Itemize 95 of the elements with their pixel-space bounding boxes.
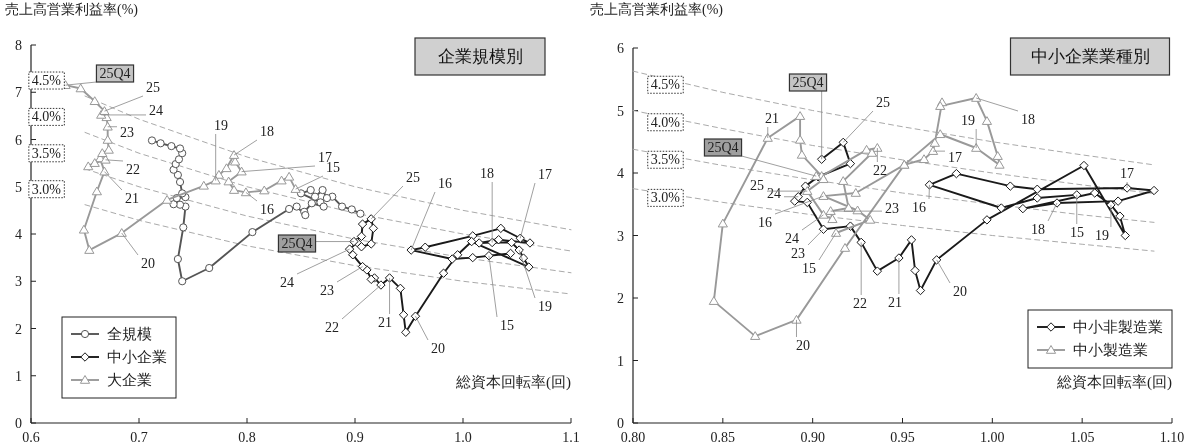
- legend-label: 中小企業: [107, 349, 167, 365]
- annotation: 15: [802, 261, 816, 276]
- annotation: 22: [873, 163, 887, 178]
- annotation: 25Q4: [707, 140, 739, 155]
- y-tick-label: 5: [15, 179, 22, 195]
- annotation: 20: [431, 341, 445, 356]
- annotation: 4.5%: [650, 77, 681, 93]
- x-tick-label: 1.10: [1159, 430, 1185, 445]
- legend-label: 全規模: [107, 326, 152, 342]
- y-axis-title: 売上高営業利益率(%): [5, 2, 139, 18]
- annotation: 17: [538, 167, 552, 182]
- annotation: 25: [750, 178, 764, 193]
- x-tick-label: 0.90: [800, 430, 825, 445]
- annotation: 17: [1120, 166, 1134, 181]
- annotation: 25Q4: [99, 66, 131, 81]
- annotation: 16: [758, 215, 772, 230]
- y-tick-label: 1: [15, 368, 22, 384]
- annotation: 17: [948, 150, 962, 165]
- annotation: 16: [438, 176, 452, 191]
- annotation: 4.0%: [650, 114, 681, 130]
- annotation: 25: [146, 80, 160, 95]
- y-tick-label: 7: [15, 85, 22, 101]
- annotation: 16: [912, 200, 926, 215]
- annotation: 25Q4: [792, 75, 824, 90]
- x-tick-label: 1.1: [562, 430, 580, 445]
- annotation: 22: [853, 296, 867, 311]
- annotation: 22: [126, 162, 140, 177]
- y-tick-label: 8: [15, 38, 22, 53]
- x-tick-label: 0.6: [22, 430, 40, 445]
- chart-title: 企業規模別: [437, 47, 523, 66]
- annotation: 3.5%: [31, 145, 62, 161]
- chart-title: 中小企業業種別: [1030, 47, 1150, 66]
- annotation: 23: [120, 125, 134, 140]
- annotation: 25: [406, 170, 420, 185]
- annotation: 15: [500, 318, 514, 333]
- annotation: 3.0%: [650, 190, 681, 206]
- x-axis-title: 総資本回転率(回): [455, 374, 571, 391]
- x-tick-label: 0.85: [710, 430, 736, 445]
- x-axis-title: 総資本回転率(回): [1056, 374, 1172, 391]
- y-axis-title: 売上高営業利益率(%): [590, 2, 724, 18]
- annotation: 18: [480, 166, 494, 181]
- annotation: 4.0%: [31, 109, 62, 125]
- y-tick-label: 1: [617, 353, 624, 369]
- annotation: 25: [876, 95, 890, 110]
- x-tick-label: 0.80: [620, 430, 646, 445]
- annotation: 18: [1031, 222, 1045, 237]
- y-tick-label: 3: [15, 274, 22, 290]
- annotation: 3.5%: [650, 152, 681, 168]
- annotation: 16: [260, 202, 274, 217]
- annotation: 19: [961, 113, 975, 128]
- annotation: 20: [796, 338, 810, 353]
- legend-label: 中小非製造業: [1073, 319, 1163, 335]
- x-tick-label: 1.00: [980, 430, 1005, 445]
- annotation: 3.0%: [31, 181, 62, 197]
- x-tick-label: 0.7: [130, 430, 148, 445]
- y-tick-label: 2: [617, 291, 624, 306]
- annotation: 18: [260, 124, 274, 139]
- y-tick-label: 6: [617, 41, 624, 56]
- y-tick-label: 4: [15, 227, 22, 242]
- annotation: 24: [785, 231, 799, 246]
- annotation: 21: [378, 315, 392, 330]
- legend-label: 中小製造業: [1073, 342, 1148, 358]
- annotation: 20: [953, 284, 967, 299]
- annotation: 23: [320, 283, 334, 298]
- annotation: 21: [125, 191, 139, 206]
- annotation: 4.5%: [31, 73, 62, 89]
- annotation: 21: [888, 295, 902, 310]
- x-tick-label: 1.0: [454, 430, 472, 445]
- annotation: 24: [149, 103, 163, 118]
- annotation: 22: [325, 320, 339, 335]
- annotation: 15: [1070, 225, 1084, 240]
- annotation: 23: [885, 201, 899, 216]
- annotation: 19: [214, 118, 228, 133]
- annotation: 21: [765, 111, 779, 126]
- y-tick-label: 4: [617, 166, 624, 181]
- x-tick-label: 0.8: [238, 430, 256, 445]
- annotation: 19: [538, 299, 552, 314]
- y-tick-label: 6: [15, 132, 22, 148]
- y-tick-label: 0: [15, 416, 22, 431]
- x-tick-label: 0.9: [346, 430, 364, 445]
- y-tick-label: 0: [617, 416, 624, 431]
- y-tick-label: 5: [617, 103, 624, 119]
- x-tick-label: 0.95: [890, 430, 915, 445]
- y-tick-label: 2: [15, 321, 22, 337]
- legend-label: 大企業: [107, 372, 152, 388]
- annotation: 24: [767, 186, 781, 201]
- annotation: 18: [1021, 112, 1035, 127]
- annotation: 24: [280, 275, 294, 290]
- annotation: 15: [326, 160, 340, 175]
- annotation: 19: [1095, 228, 1109, 243]
- y-tick-label: 3: [617, 228, 624, 244]
- annotation: 20: [141, 256, 155, 271]
- annotation: 23: [791, 246, 805, 261]
- x-tick-label: 1.05: [1069, 430, 1095, 445]
- annotation: 25Q4: [281, 236, 313, 251]
